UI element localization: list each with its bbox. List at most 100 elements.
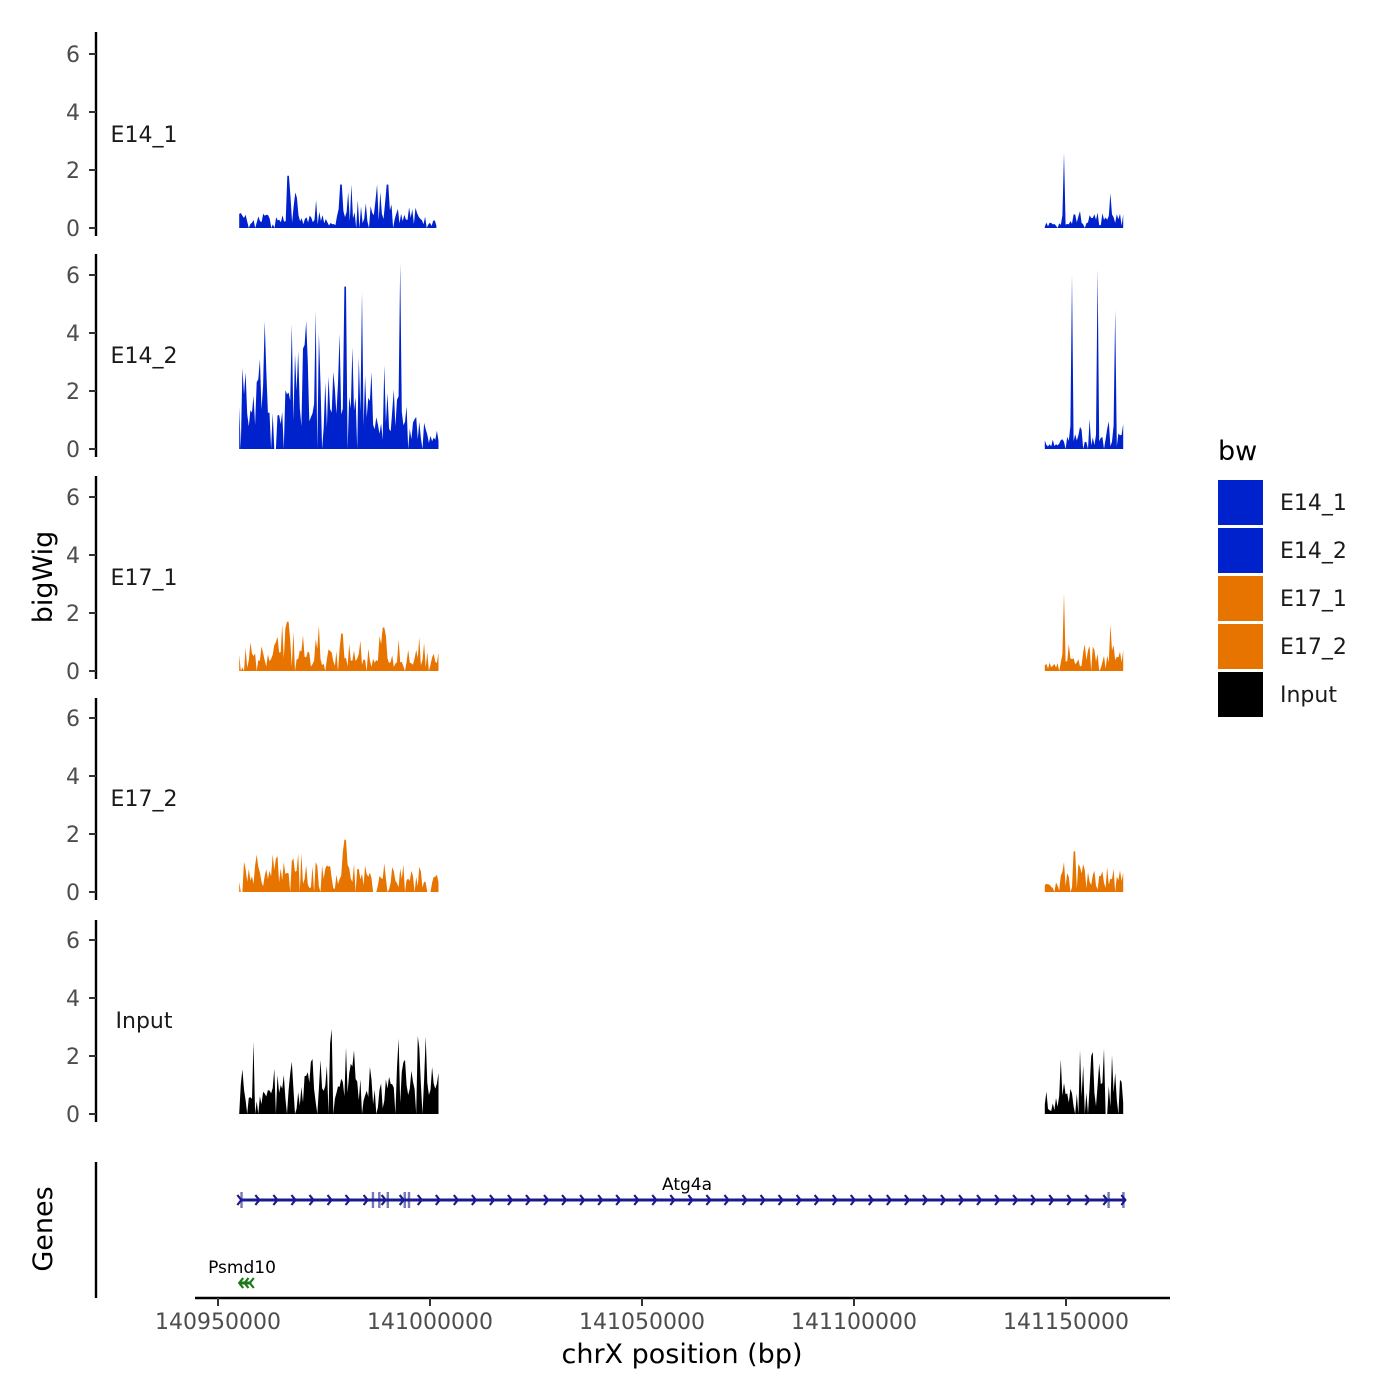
strand-arrow — [669, 1194, 676, 1206]
x-tick-label: 141100000 — [791, 1310, 917, 1335]
strand-arrow — [651, 1194, 658, 1206]
legend: bw E14_1 E14_2 E17_1 E17_2 Input — [1218, 436, 1347, 717]
legend-swatch — [1218, 624, 1263, 669]
strand-arrow — [813, 1194, 821, 1206]
x-axis-ticks: 140950000 141000000 141050000 141100000 1411… — [155, 1298, 1129, 1335]
legend-item-e14-2: E14_2 — [1218, 528, 1347, 573]
track-e17-2: 0 2 4 6 E17_2 — [66, 698, 1124, 906]
y-tick-label: 6 — [66, 43, 80, 68]
track-e14-1: 0 2 4 6 E14_1 — [66, 32, 1124, 242]
x-tick-label: 141000000 — [367, 1310, 493, 1335]
strand-arrow — [723, 1194, 730, 1206]
strand-arrow — [777, 1194, 784, 1206]
y-tick-label: 0 — [66, 881, 80, 906]
exon-mark — [371, 1192, 375, 1208]
strand-arrow — [994, 1194, 1001, 1206]
strand-arrow — [597, 1194, 604, 1206]
y-tick-label: 0 — [66, 660, 80, 685]
y-tick-label: 4 — [66, 101, 80, 126]
legend-title: bw — [1218, 436, 1257, 467]
strand-arrow — [831, 1194, 839, 1206]
strand-arrow — [615, 1194, 622, 1206]
signal-area-e17-1 — [1044, 592, 1124, 671]
y-tick-label: 2 — [66, 602, 80, 627]
strand-arrow — [248, 1277, 255, 1289]
strand-arrow — [254, 1194, 261, 1206]
genes-panel: Genes Atg4a Psmd10 — [28, 1162, 1127, 1298]
legend-items: E14_1 E14_2 E17_1 E17_2 Input — [1218, 480, 1347, 717]
strand-arrow — [922, 1194, 929, 1206]
legend-label: E17_2 — [1280, 635, 1347, 660]
exon-mark — [1122, 1192, 1125, 1208]
y-tick-label: 6 — [66, 486, 80, 511]
legend-item-e17-2: E17_2 — [1218, 624, 1347, 669]
y-tick-label: 2 — [66, 1045, 80, 1070]
y-tick-label: 4 — [66, 544, 80, 569]
gene-psmd10: Psmd10 — [208, 1258, 276, 1289]
x-tick-label: 141150000 — [1003, 1310, 1129, 1335]
signal-area-e14-2 — [1044, 269, 1124, 449]
track-e14-2: 0 2 4 6 E14_2 — [66, 254, 1124, 463]
strand-arrow — [1030, 1194, 1037, 1206]
strand-arrow — [380, 1194, 388, 1206]
strand-arrow — [885, 1194, 893, 1206]
strand-arrow — [1102, 1194, 1109, 1206]
strand-arrow — [1048, 1194, 1055, 1206]
exon-mark — [378, 1192, 381, 1208]
strand-arrow — [849, 1194, 857, 1206]
signal-area-e17-1 — [239, 621, 439, 671]
strand-arrow — [452, 1194, 460, 1206]
strand-arrow — [561, 1194, 568, 1206]
strand-arrow — [741, 1194, 748, 1206]
strand-arrow — [290, 1194, 297, 1206]
strand-arrow — [579, 1194, 586, 1206]
strand-arrow — [471, 1194, 478, 1206]
strand-arrow — [687, 1194, 694, 1206]
legend-item-e14-1: E14_1 — [1218, 480, 1347, 525]
strand-arrow — [525, 1194, 532, 1206]
exon-mark — [407, 1192, 411, 1208]
strand-arrow — [237, 1277, 245, 1289]
strand-arrow — [795, 1194, 803, 1206]
exon-mark — [1107, 1192, 1110, 1208]
legend-label: E14_2 — [1280, 539, 1347, 564]
x-tick-label: 141050000 — [579, 1310, 705, 1335]
track-e17-1: 0 2 4 6 E17_1 — [66, 476, 1124, 685]
track-label: E14_2 — [111, 344, 178, 369]
legend-swatch — [1218, 480, 1263, 525]
strand-arrow — [272, 1194, 279, 1206]
signal-area-input — [1044, 1048, 1124, 1114]
strand-arrow — [940, 1194, 947, 1206]
strand-arrow — [434, 1194, 442, 1206]
track-label: E17_2 — [111, 787, 178, 812]
genes-track-title: Genes — [28, 1186, 59, 1271]
legend-item-input: Input — [1218, 672, 1337, 717]
bigwig-tracks: 0 2 4 6 E14_1 0 2 4 6 E14_2 0 2 4 6 E17_1 0 2 4 6 E17_2 0 2 4 6… — [66, 32, 1124, 1128]
strand-arrow — [243, 1277, 250, 1289]
y-tick-label: 2 — [66, 823, 80, 848]
signal-area-e17-2 — [1044, 851, 1124, 892]
gene-label: Psmd10 — [208, 1258, 276, 1278]
x-tick-label: 140950000 — [155, 1310, 281, 1335]
x-axis: 140950000 141000000 141050000 141100000 1411… — [155, 1296, 1170, 1370]
strand-arrow — [308, 1194, 315, 1206]
track-label: Input — [116, 1009, 173, 1034]
strand-arrow — [1012, 1194, 1019, 1206]
legend-item-e17-1: E17_1 — [1218, 576, 1347, 621]
strand-arrow — [362, 1194, 370, 1206]
signal-area-e17-2 — [239, 839, 439, 892]
strand-arrow — [976, 1194, 983, 1206]
y-tick-label: 4 — [66, 322, 80, 347]
signal-area-input — [239, 1028, 439, 1114]
strand-arrow — [416, 1194, 424, 1206]
strand-arrow — [326, 1194, 333, 1206]
gene-label: Atg4a — [662, 1175, 712, 1195]
y-tick-label: 6 — [66, 264, 80, 289]
legend-label: Input — [1280, 683, 1337, 708]
exon-mark — [386, 1192, 389, 1208]
strand-arrow — [633, 1194, 640, 1206]
y-tick-label: 2 — [66, 380, 80, 405]
signal-area-e14-1 — [1044, 152, 1124, 228]
